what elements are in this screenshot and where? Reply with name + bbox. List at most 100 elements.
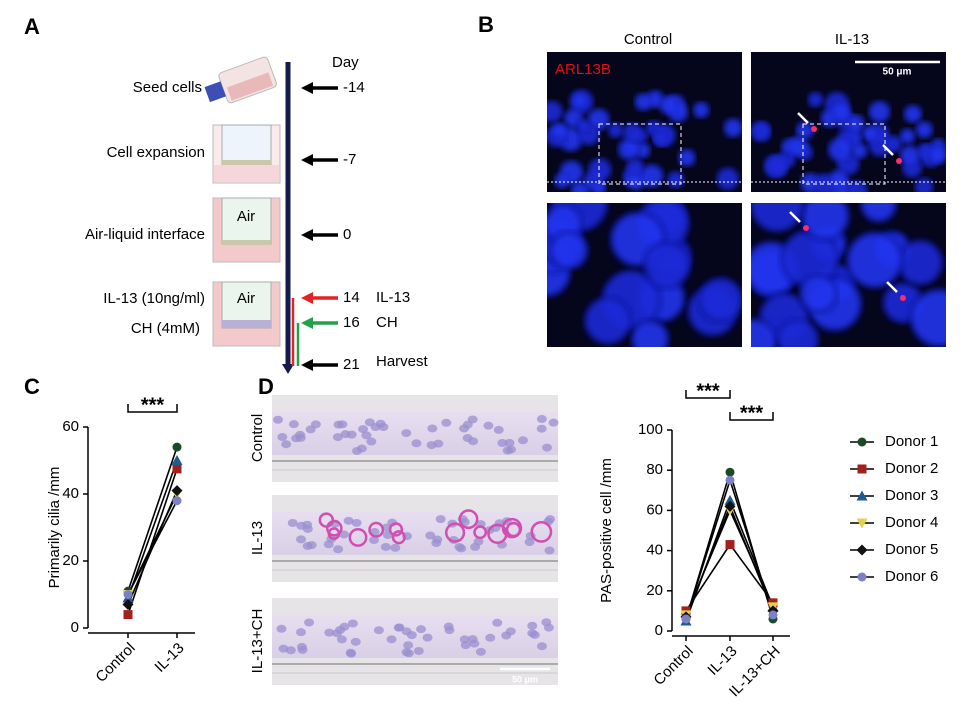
nucleus [845,231,904,289]
data-point [724,500,736,512]
legend-marker [856,518,868,529]
nucleus [751,317,778,347]
data-point [725,540,735,550]
cell-nucleus [346,649,357,658]
cell-nucleus [296,535,307,544]
panel-letter: D [258,374,274,399]
nucleus [776,318,820,347]
nucleus [634,92,653,112]
cell-nucleus [347,619,358,628]
donor-line [127,468,178,615]
nucleus [653,130,670,148]
panel-letter: A [24,14,40,39]
micrograph [547,203,742,347]
y-tick-label: 80 [646,461,663,478]
nucleus [625,157,645,177]
nucleus [861,125,879,142]
x-tick-label: Control [92,640,138,686]
mucus-cell [388,522,404,537]
day-arrowhead [301,359,313,371]
nucleus [929,145,946,165]
micrograph [547,52,742,192]
nucleus [751,203,805,233]
day-label: -7 [343,151,356,168]
significance-bracket [127,404,178,413]
significance-label: *** [740,402,764,424]
cilium-signal [803,225,809,231]
cell-nucleus [364,418,375,427]
data-point [123,610,133,620]
cilium-signal [811,126,817,132]
nucleus [807,91,824,108]
cell-nucleus [485,633,496,642]
nucleus [658,95,679,115]
stain-label: ARL13B [555,61,611,78]
cilium-arrow [797,112,809,124]
nucleus [903,104,923,124]
day-label: 0 [343,226,351,243]
data-point [768,610,778,620]
flask-icon [204,56,277,104]
y-tick-label: 0 [655,622,663,639]
cilium-arrow [789,211,801,223]
cell-nucleus [336,635,347,644]
cell-nucleus [288,420,299,429]
mucus-cell [530,520,553,543]
scale-bar-label: 50 μm [512,674,538,684]
nucleus [787,135,809,158]
nucleus [716,167,740,191]
cell-nucleus [536,642,547,651]
cell-nucleus [536,415,547,424]
cell-nucleus [380,542,391,551]
donor-line [685,508,774,616]
cell-nucleus [435,515,446,524]
nucleus [798,274,838,314]
nucleus [896,239,944,286]
cell-nucleus [281,440,292,449]
micrograph [751,203,946,347]
step-label: Cell expansion [107,144,205,161]
nucleus [553,172,571,189]
histology-images [272,395,559,685]
cell-nucleus [422,633,433,642]
day-header: Day [332,54,359,71]
significance-bracket [729,412,774,421]
step-label: Air-liquid interface [85,226,205,243]
cell-nucleus [501,631,512,640]
well-label: Air [237,208,255,225]
zoom-box [802,123,886,185]
cell-nucleus [462,434,473,443]
data-point [681,614,691,624]
nucleus [666,170,685,189]
x-tick-label: IL-13 [151,640,187,676]
panel-letter: B [478,12,494,37]
cell-nucleus [390,543,401,552]
cell-nucleus [425,531,436,540]
nucleus [697,276,742,323]
day-label: -14 [343,79,365,96]
cell-nucleus [346,430,357,439]
legend-label: Donor 2 [885,460,938,477]
cell-nucleus [454,542,465,551]
significance-label: *** [141,394,165,416]
cell-nucleus [401,429,412,438]
mucus-cell [348,528,368,547]
cell-nucleus [544,546,555,555]
cilium-arrow [886,281,898,293]
step-label: IL-13 (10ng/ml) [103,290,205,307]
cell-nucleus [361,431,372,440]
y-tick-label: 20 [62,552,79,569]
row-label: IL-13+CH [249,609,266,674]
cell-nucleus [493,425,504,434]
data-point [172,496,182,506]
nucleus [607,122,624,139]
cell-nucleus [297,645,308,654]
mucus-cell [444,522,466,543]
event-label: IL-13 [376,289,410,306]
y-axis-label: Primarily cilia /mm [46,467,63,589]
well-icon [212,124,281,184]
cell-nucleus [333,545,344,554]
cell-nucleus [527,629,538,638]
cell-nucleus [324,628,335,637]
